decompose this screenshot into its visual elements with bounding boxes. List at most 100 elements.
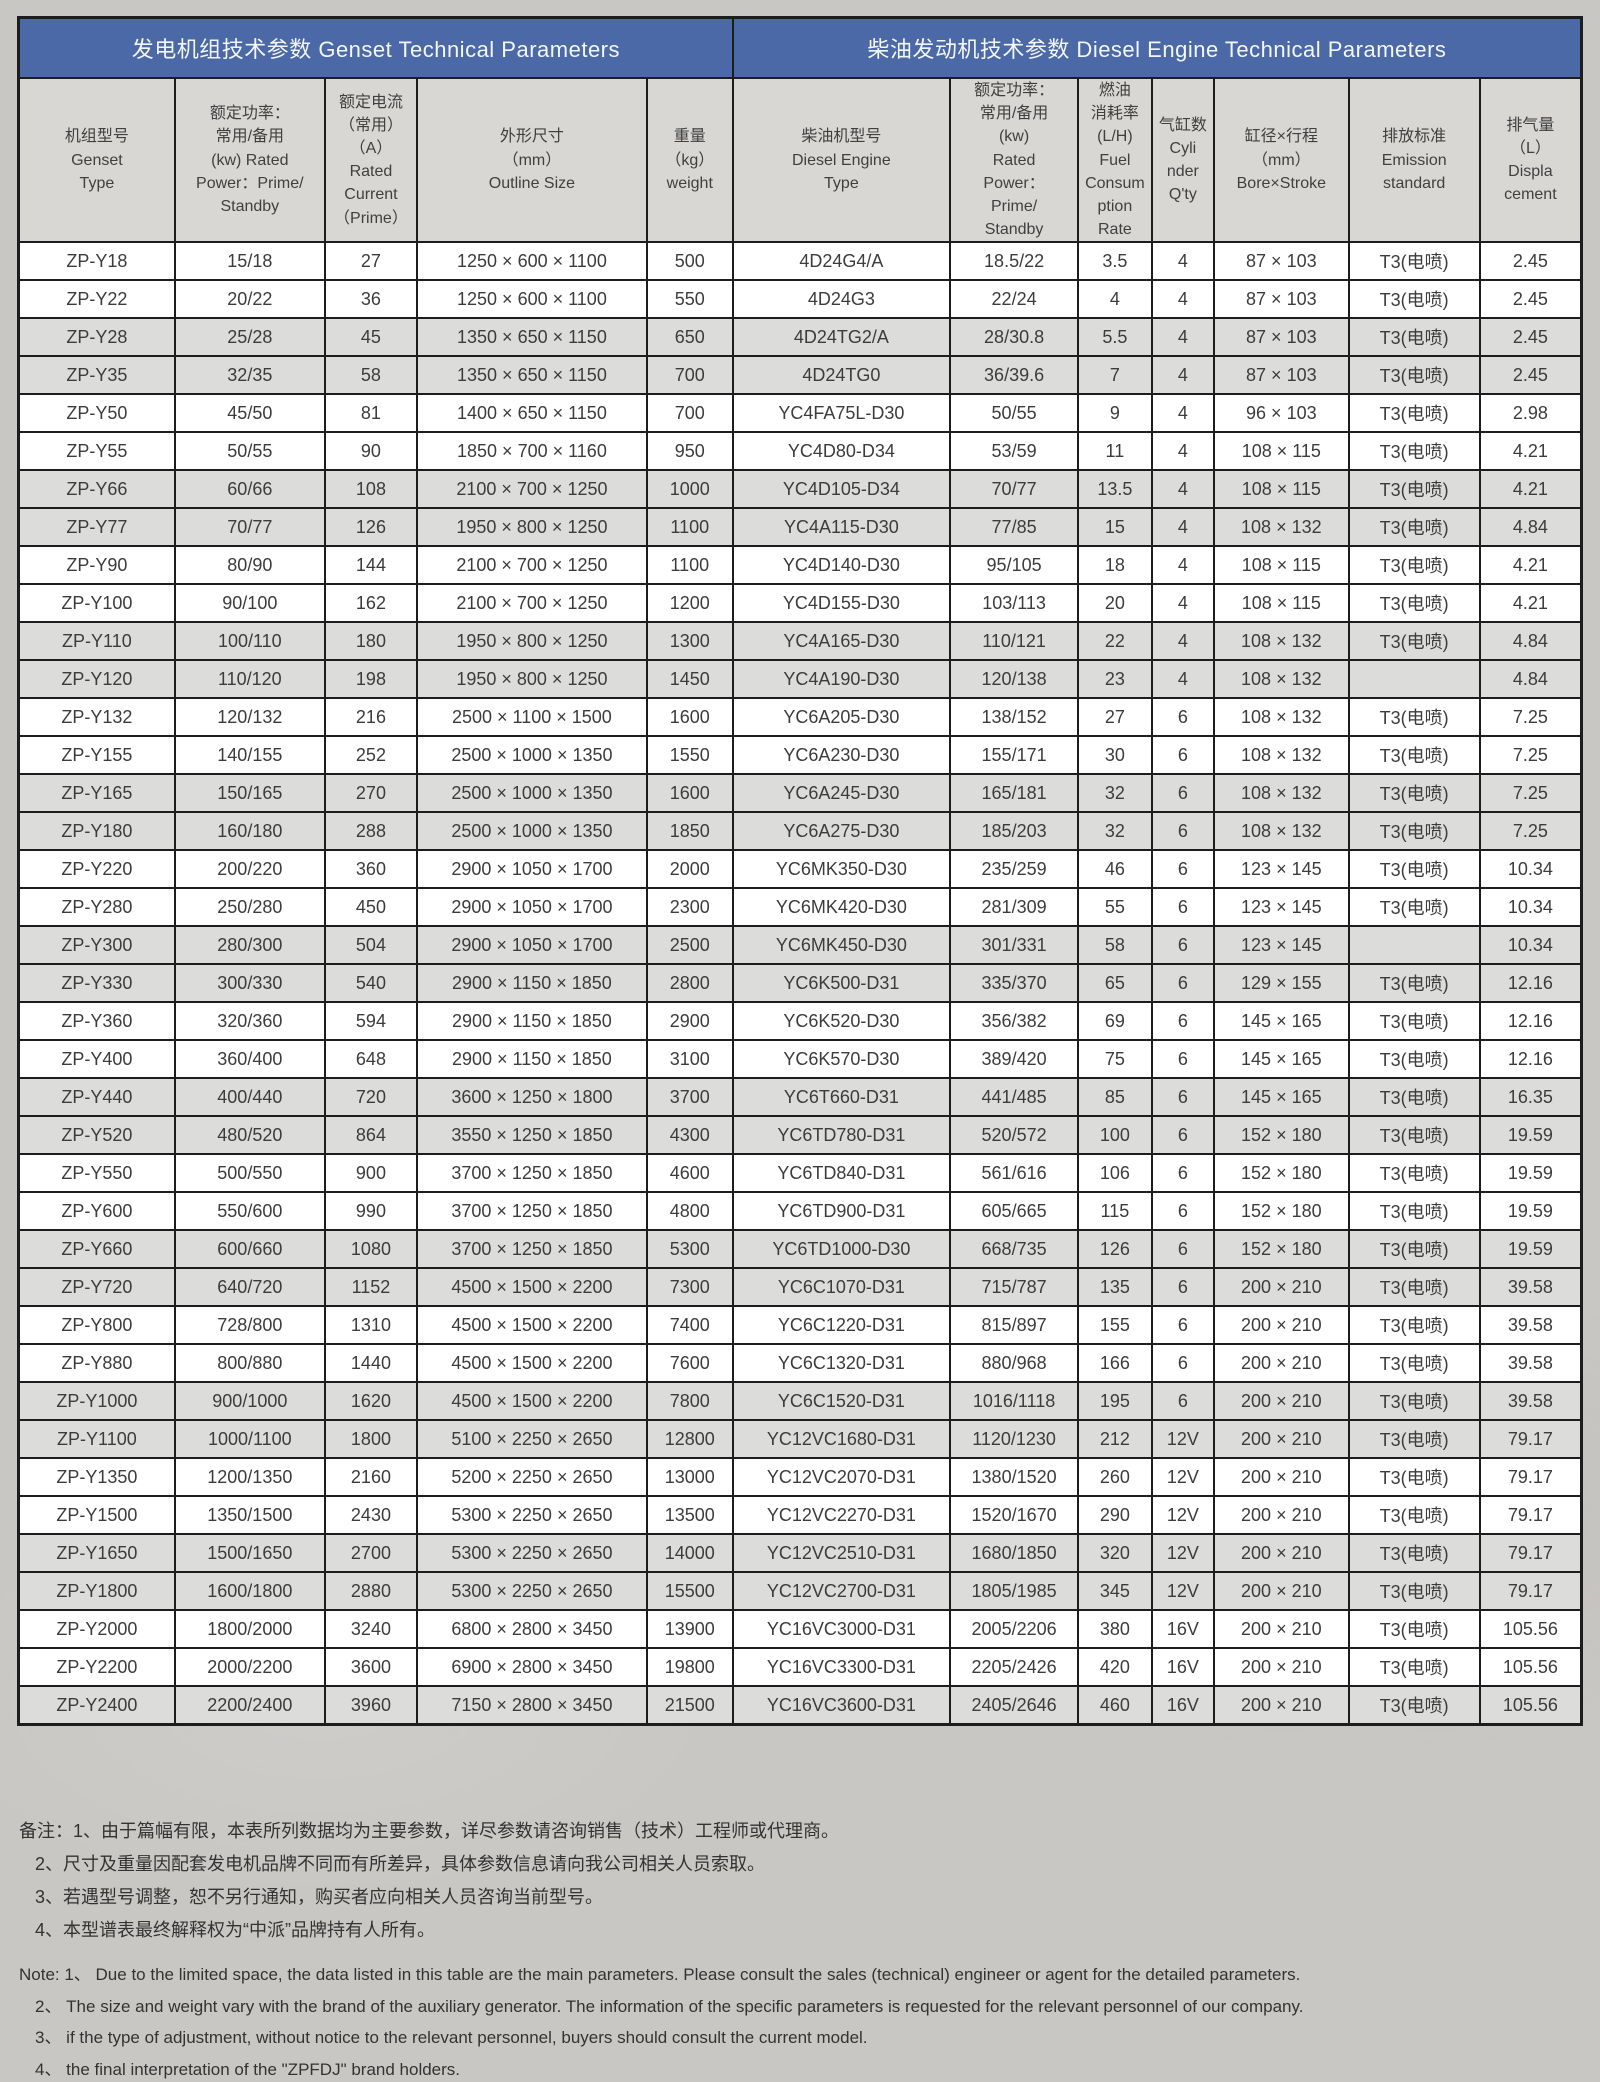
cell-rated-power: 280/300 [173,925,326,966]
cell-fuel-rate: 46 [1077,849,1153,890]
cell-engine-type: YC6MK420-D30 [731,887,952,928]
cell-outline-size: 3550 × 1250 × 1850 [416,1115,648,1156]
cell-genset-type: ZP-Y132 [17,697,176,738]
cell-rated-current: 1310 [323,1305,419,1346]
cell-outline-size: 1350 × 650 × 1150 [416,355,648,396]
cell-rated-current: 270 [323,773,419,814]
cell-emission: T3(电喷) [1347,621,1481,662]
cell-engine-type: YC6TD900-D31 [731,1191,952,1232]
cell-cylinder-qty: 6 [1150,1267,1216,1308]
cell-displacement: 19.59 [1478,1153,1583,1194]
cell-fuel-rate: 345 [1077,1571,1153,1612]
cell-fuel-rate: 195 [1077,1381,1153,1422]
cell-rated-current: 198 [323,659,419,700]
cell-rated-power: 2200/2400 [173,1685,326,1726]
cell-genset-type: ZP-Y360 [17,1001,176,1042]
cell-displacement: 2.45 [1478,317,1583,358]
cell-rated-current: 288 [323,811,419,852]
table-row: ZP-Y22 20/22 36 1250 × 600 × 1100 550 4D24G3 2… [17,279,1583,320]
cell-cylinder-qty: 4 [1150,393,1216,434]
cell-displacement: 2.45 [1478,241,1583,282]
cell-rated-current: 504 [323,925,419,966]
cell-emission: T3(电喷) [1347,735,1481,776]
cell-rated-power: 160/180 [173,811,326,852]
cell-rated-current: 2160 [323,1457,419,1498]
col-header-rated-current: 额定电流 （常用） （A） Rated Current （Prime） [323,76,419,244]
cell-outline-size: 2900 × 1050 × 1700 [416,925,648,966]
cell-rated-power: 400/440 [173,1077,326,1118]
cell-rated-power: 1600/1800 [173,1571,326,1612]
cell-weight: 1450 [645,659,734,700]
cell-weight: 650 [645,317,734,358]
cell-outline-size: 3700 × 1250 × 1850 [416,1153,648,1194]
cell-engine-type: YC12VC2700-D31 [731,1571,952,1612]
cell-genset-type: ZP-Y600 [17,1191,176,1232]
cell-engine-type: YC6T660-D31 [731,1077,952,1118]
cell-rated-current: 216 [323,697,419,738]
cell-bore-stroke: 152 × 180 [1213,1115,1350,1156]
cell-rated-current: 1620 [323,1381,419,1422]
cell-weight: 1600 [645,697,734,738]
cell-emission: T3(电喷) [1347,1609,1481,1650]
cell-genset-type: ZP-Y720 [17,1267,176,1308]
cell-emission: T3(电喷) [1347,1115,1481,1156]
cell-fuel-rate: 20 [1077,583,1153,624]
cell-displacement: 10.34 [1478,925,1583,966]
col-header-genset-type: 机组型号 Genset Type [17,76,176,244]
table-row: ZP-Y1500 1350/1500 2430 5300 × 2250 × 2650 1… [17,1495,1583,1536]
table-row: ZP-Y280 250/280 450 2900 × 1050 × 1700 2300 Y… [17,887,1583,928]
table-row: ZP-Y28 25/28 45 1350 × 650 × 1150 650 4D24TG2… [17,317,1583,358]
cell-displacement: 4.21 [1478,431,1583,472]
cell-genset-type: ZP-Y2400 [17,1685,176,1726]
cell-fuel-rate: 290 [1077,1495,1153,1536]
cell-bore-stroke: 87 × 103 [1213,241,1350,282]
cell-emission: T3(电喷) [1347,393,1481,434]
col-header-displacement: 排气量 （L） Displa cement [1478,76,1583,244]
cell-displacement: 105.56 [1478,1685,1583,1726]
cell-weight: 7600 [645,1343,734,1384]
cell-rated-current: 900 [323,1153,419,1194]
cell-fuel-rate: 380 [1077,1609,1153,1650]
cell-engine-power: 2205/2426 [948,1647,1080,1688]
cell-bore-stroke: 108 × 132 [1213,621,1350,662]
cell-displacement: 7.25 [1478,773,1583,814]
cell-bore-stroke: 200 × 210 [1213,1381,1350,1422]
cell-displacement: 105.56 [1478,1647,1583,1688]
cell-engine-power: 668/735 [948,1229,1080,1270]
cell-engine-type: YC16VC3000-D31 [731,1609,952,1650]
cell-cylinder-qty: 16V [1150,1685,1216,1726]
cell-fuel-rate: 55 [1077,887,1153,928]
cell-rated-current: 3600 [323,1647,419,1688]
cell-bore-stroke: 145 × 165 [1213,1001,1350,1042]
cell-rated-current: 1080 [323,1229,419,1270]
cell-bore-stroke: 123 × 145 [1213,925,1350,966]
table-row: ZP-Y1000 900/1000 1620 4500 × 1500 × 2200 78… [17,1381,1583,1422]
cell-bore-stroke: 108 × 115 [1213,583,1350,624]
cell-emission: T3(电喷) [1347,849,1481,890]
col-header-weight: 重量 （kg） weight [645,76,734,244]
cell-emission: T3(电喷) [1347,1229,1481,1270]
genset-spec-table: 发电机组技术参数 Genset Technical Parameters 柴油发… [17,16,1583,1727]
cell-cylinder-qty: 4 [1150,431,1216,472]
cell-outline-size: 1950 × 800 × 1250 [416,621,648,662]
cell-rated-current: 990 [323,1191,419,1232]
cell-engine-type: YC6A245-D30 [731,773,952,814]
cell-engine-power: 281/309 [948,887,1080,928]
cell-emission: T3(电喷) [1347,773,1481,814]
cell-engine-power: 110/121 [948,621,1080,662]
cell-fuel-rate: 106 [1077,1153,1153,1194]
cell-bore-stroke: 200 × 210 [1213,1495,1350,1536]
cell-engine-power: 1120/1230 [948,1419,1080,1460]
cell-weight: 7800 [645,1381,734,1422]
cell-displacement: 4.21 [1478,583,1583,624]
cell-weight: 13000 [645,1457,734,1498]
cell-emission: T3(电喷) [1347,317,1481,358]
cell-fuel-rate: 18 [1077,545,1153,586]
cell-weight: 700 [645,355,734,396]
cell-rated-current: 450 [323,887,419,928]
cell-engine-type: 4D24TG2/A [731,317,952,358]
cell-engine-power: 1016/1118 [948,1381,1080,1422]
cell-rated-current: 594 [323,1001,419,1042]
cell-genset-type: ZP-Y28 [17,317,176,358]
cell-engine-type: YC6K520-D30 [731,1001,952,1042]
